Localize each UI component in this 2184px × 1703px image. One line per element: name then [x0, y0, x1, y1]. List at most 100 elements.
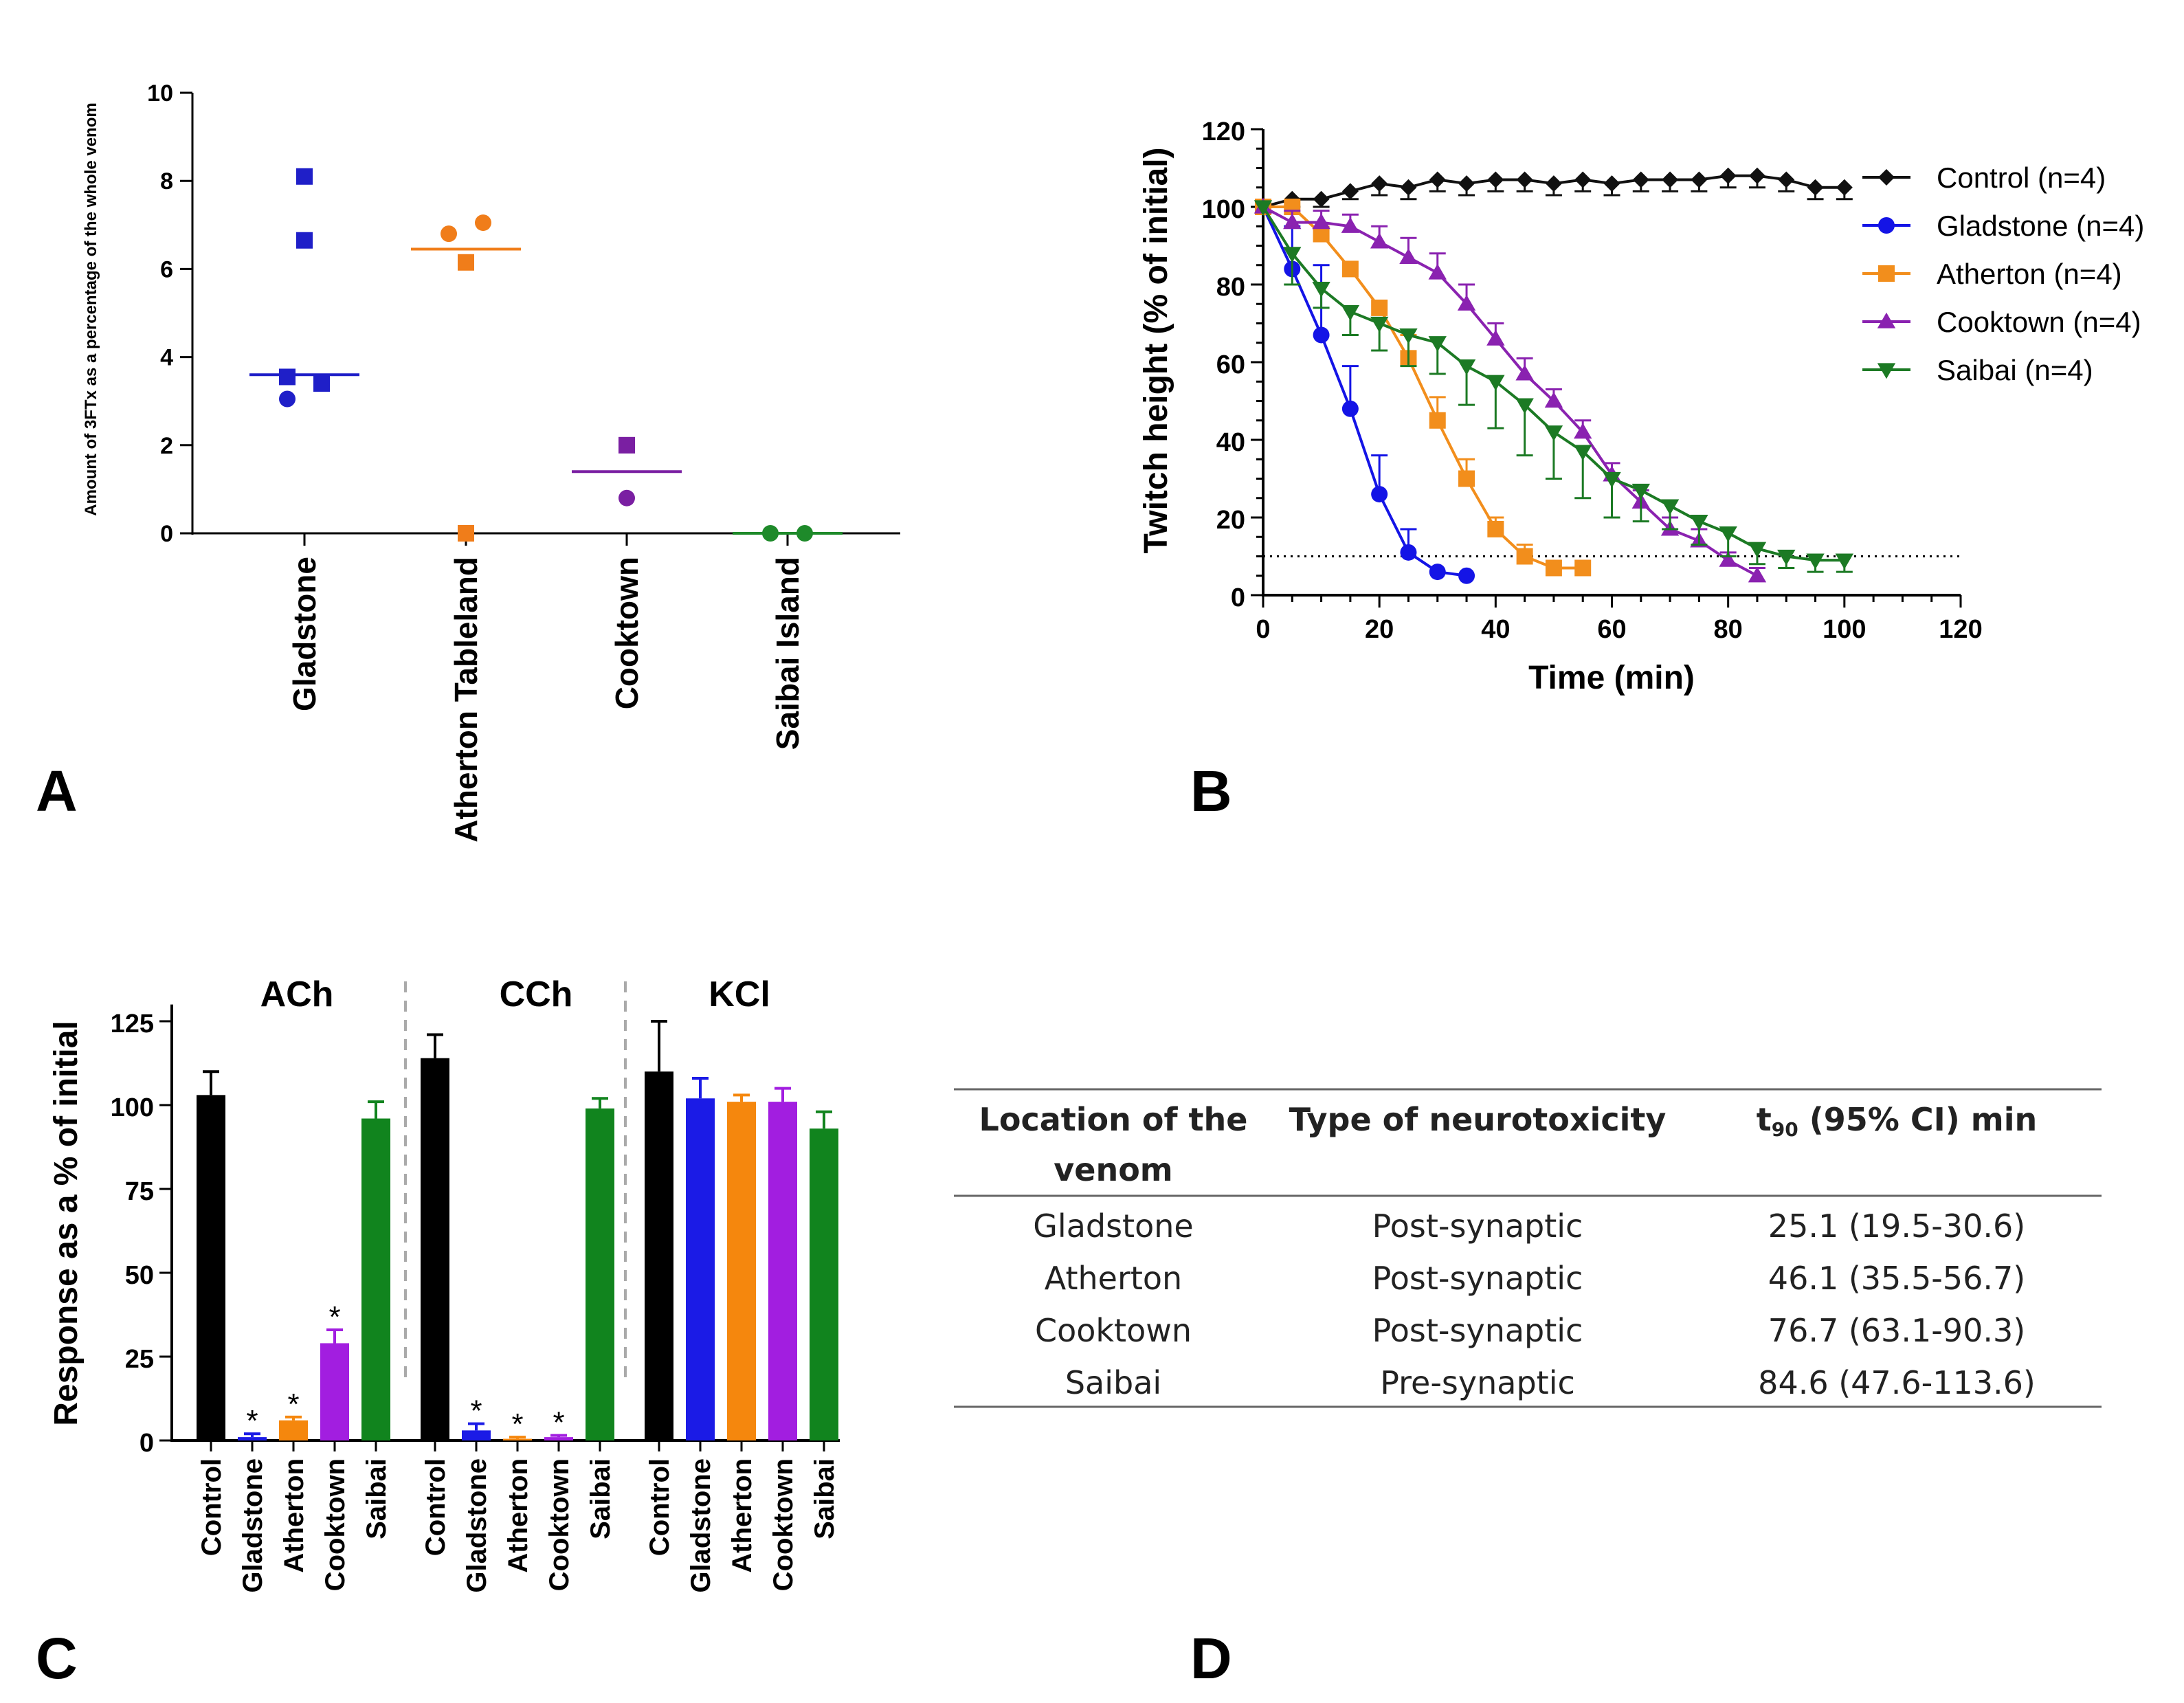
panel-b-point — [1660, 499, 1680, 515]
panel-b-series — [1253, 200, 1854, 573]
table-header-neurotoxicity: Type of neurotoxicity — [1289, 1101, 1667, 1138]
panel-b-point — [1399, 328, 1418, 344]
panel-d-table: Location of the venom Type of neurotoxic… — [954, 1088, 2102, 1691]
panel-b-point — [1428, 336, 1447, 352]
panel-b-axes: 0 20 40 60 80 100 120 0 20 40 60 80 100 120 — [1202, 118, 1983, 644]
panel-b-point — [1371, 299, 1388, 316]
panel-b-point — [1574, 171, 1592, 188]
panel-a-category-labels: Gladstone Atherton Tableland Cooktown Saiba… — [287, 557, 805, 843]
panel-b-point — [1516, 171, 1533, 188]
panel-b-point — [1632, 171, 1649, 188]
panel-b-series — [1253, 197, 1767, 583]
panel-c-significance-mark: * — [246, 1404, 258, 1438]
panel-c-y-tick-label: 125 — [111, 1010, 154, 1038]
table-cell-t90: 84.6 (47.6-113.6) — [1758, 1364, 2036, 1401]
panel-b-point — [1458, 470, 1475, 487]
panel-b-legend-label: Gladstone (n=4) — [1937, 210, 2144, 242]
panel-b-point — [1313, 326, 1330, 344]
panel-b-point — [1312, 213, 1330, 230]
panel-c-bar — [810, 1128, 838, 1440]
panel-c-significance-mark: * — [511, 1407, 523, 1441]
panel-b-x-tick-label: 0 — [1256, 615, 1270, 644]
panel-c-bar — [238, 1437, 267, 1440]
table-cell-type: Post-synaptic — [1372, 1312, 1583, 1349]
panel-c-group-title: ACh — [260, 975, 334, 1014]
panel-b-point — [1457, 295, 1476, 311]
panel-c-y-tick-label: 100 — [111, 1093, 154, 1122]
panel-c-category-label: Cooktown — [320, 1458, 350, 1591]
panel-a-marks — [249, 168, 843, 542]
panel-a-axes: 0 2 4 6 8 10 — [147, 80, 900, 547]
panel-b-point — [1748, 566, 1767, 583]
panel-c-bar — [462, 1430, 491, 1440]
table-cell-type: Pre-synaptic — [1380, 1364, 1575, 1401]
panel-letter-d: D — [1190, 1626, 1232, 1691]
table-cell-location: Cooktown — [1035, 1312, 1192, 1349]
panel-b-y-axis-label: Twitch height (% of initial) — [1138, 147, 1174, 553]
panel-b-point — [1341, 400, 1359, 417]
panel-b-y-tick-label: 120 — [1202, 118, 1245, 146]
panel-c-bar — [686, 1098, 715, 1440]
panel-b-point — [1748, 167, 1765, 184]
panel-c-bar — [586, 1108, 614, 1440]
panel-b-x-tick-label: 20 — [1365, 615, 1394, 644]
panel-b-point — [1486, 329, 1505, 346]
panel-b-point — [1341, 260, 1359, 278]
panel-a-point — [619, 489, 635, 507]
panel-b-point — [1283, 213, 1302, 230]
panel-b-point — [1487, 520, 1504, 537]
panel-b-x-tick-label: 60 — [1597, 615, 1626, 644]
panel-a-point — [296, 232, 313, 249]
panel-b-series — [1255, 199, 1475, 584]
panel-b-point — [1777, 549, 1796, 566]
panel-a-point — [279, 390, 296, 408]
panel-a-point — [279, 368, 296, 386]
panel-a-category-label: Saibai Island — [770, 557, 805, 750]
t90-subscript: 90 — [1772, 1118, 1798, 1141]
panel-b-y-tick-label: 60 — [1216, 350, 1245, 379]
panel-c-category-label: Gladstone — [238, 1458, 268, 1593]
panel-b-point — [1516, 548, 1533, 565]
table-row: Atherton Post-synaptic 46.1 (35.5-56.7) — [1045, 1260, 2025, 1297]
panel-a-scatter: Amount of 3FTx as a percentage of the wh… — [36, 80, 900, 843]
panel-b-point — [1545, 559, 1562, 577]
panel-a-point — [458, 525, 474, 542]
panel-b-point — [1486, 375, 1505, 391]
panel-a-point — [762, 525, 779, 542]
table-row: Gladstone Post-synaptic 25.1 (19.5-30.6) — [1033, 1207, 2025, 1245]
panel-c-bar — [421, 1058, 449, 1440]
panel-b-legend-marker — [1877, 312, 1896, 329]
panel-c-category-label: Atherton — [279, 1458, 309, 1573]
panel-b-point — [1545, 175, 1562, 192]
panel-b-point — [1458, 175, 1475, 192]
panel-letter-a: A — [36, 759, 78, 823]
panel-b-point — [1778, 171, 1795, 188]
panel-c-significance-mark: * — [553, 1406, 564, 1440]
panel-c-category-label: Saibai — [361, 1458, 392, 1539]
panel-c-bar — [727, 1102, 756, 1440]
panel-c-significance-mark: * — [287, 1388, 299, 1421]
panel-c-bar — [197, 1095, 225, 1440]
panel-c-category-label: Control — [421, 1458, 451, 1556]
table-row: Saibai Pre-synaptic 84.6 (47.6-113.6) — [1065, 1364, 2036, 1401]
panel-c-category-label: Cooktown — [544, 1458, 575, 1591]
panel-a-y-tick-label: 0 — [160, 521, 173, 547]
panel-b-point — [1544, 425, 1563, 441]
panel-b-y-tick-label: 0 — [1231, 583, 1245, 612]
panel-a-y-tick-label: 8 — [160, 168, 173, 194]
panel-c-category-label: Atherton — [503, 1458, 533, 1573]
panel-a-point — [441, 225, 457, 243]
table-cell-location: Gladstone — [1033, 1207, 1193, 1245]
panel-b-point — [1341, 183, 1359, 200]
panel-b-point — [1429, 412, 1446, 429]
panel-b-point — [1428, 263, 1447, 280]
panel-a-y-tick-label: 10 — [147, 80, 173, 107]
panel-b-point — [1370, 232, 1389, 249]
panel-a-y-axis-label: Amount of 3FTx as a percentage of the wh… — [82, 102, 100, 515]
table-cell-location: Saibai — [1065, 1364, 1161, 1401]
panel-c-category-label: Control — [645, 1458, 675, 1556]
panel-c-bar — [645, 1071, 673, 1440]
table-cell-type: Post-synaptic — [1372, 1207, 1583, 1245]
table-cell-location: Atherton — [1045, 1260, 1182, 1297]
panel-b-point — [1313, 190, 1330, 208]
